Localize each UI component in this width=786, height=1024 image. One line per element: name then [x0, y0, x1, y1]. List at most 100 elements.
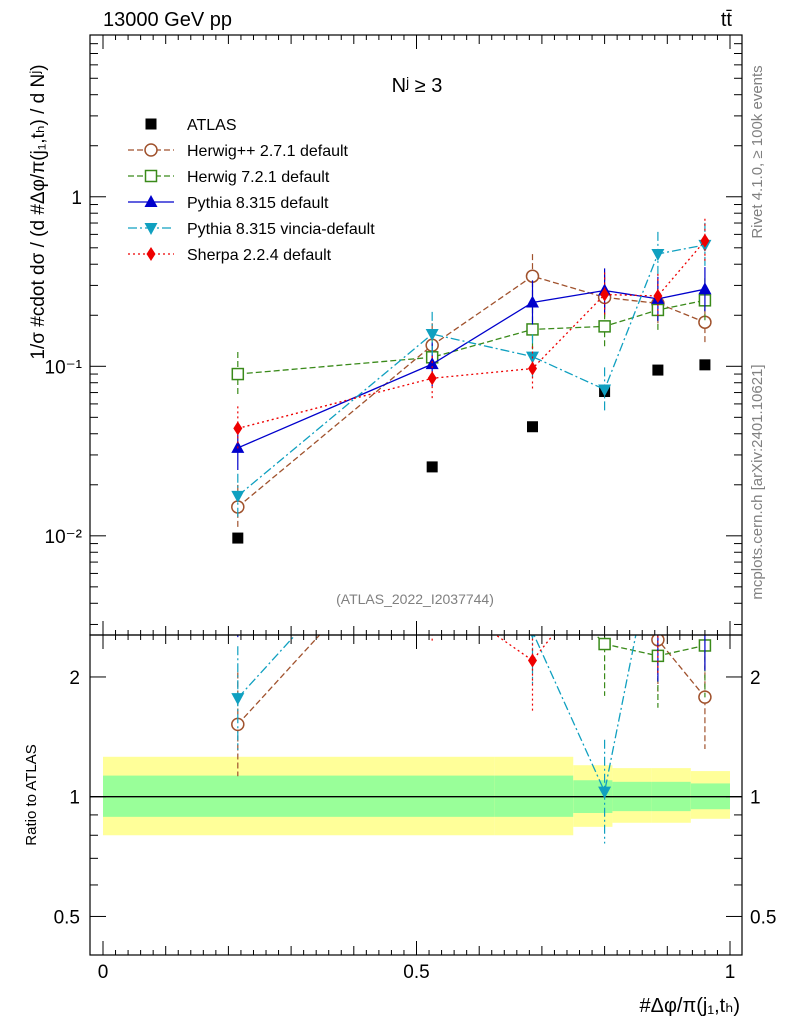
y-tick-label-right: 1	[750, 788, 761, 809]
x-axis-title: #Δφ/π(j₁,tₕ)	[639, 995, 740, 1017]
data-point-atlas	[526, 421, 538, 433]
series-line-sherpa	[237, 240, 706, 430]
y-tick-label-right: 0.5	[750, 907, 776, 928]
data-point-sherpa	[527, 361, 537, 376]
data-point-atlas	[699, 359, 711, 371]
main-tick-labels: 10⁻² 10⁻¹ 1	[45, 188, 83, 548]
legend-item-vincia: Pythia 8.315 vincia-default	[128, 221, 375, 238]
ratio-point-sherpa	[527, 653, 537, 668]
ratio-point-pythia	[651, 623, 664, 635]
legend-item-herwigpp: Herwig++ 2.7.1 default	[128, 143, 349, 160]
y-tick-label-right: 2	[750, 668, 761, 689]
ratio-point-pythia	[598, 553, 611, 565]
legend-label: Herwig++ 2.7.1 default	[187, 143, 349, 160]
ratio-point-herwigpp	[426, 506, 438, 518]
data-point-vincia	[231, 490, 245, 503]
data-point-vincia	[425, 329, 439, 342]
series-sherpa	[233, 218, 710, 451]
legend-item-sherpa: Sherpa 2.2.4 default	[128, 247, 332, 264]
data-point-sherpa	[700, 233, 710, 248]
series-line-pythia	[237, 288, 706, 449]
legend-marker	[144, 169, 158, 183]
y-tick-label: 1	[69, 788, 80, 809]
legend-marker	[144, 143, 158, 157]
data-point-atlas	[652, 364, 664, 376]
legend-item-atlas: ATLAS	[145, 117, 237, 134]
ratio-series-sherpa	[431, 498, 709, 713]
ratio-line-pythia	[238, 505, 705, 629]
ratio-frame	[89, 634, 743, 956]
ratio-y-axis-title: Ratio to ATLAS	[23, 744, 40, 845]
series-line-herwig7	[237, 299, 706, 375]
data-point-sherpa	[600, 287, 610, 302]
main-panel: 10⁻² 10⁻¹ 1	[45, 34, 743, 636]
main-series	[231, 218, 712, 544]
ratio-point-pythia	[526, 498, 539, 510]
data-point-herwig7	[231, 367, 245, 381]
ratio-series-pythia	[231, 498, 711, 682]
series-line-vincia	[237, 244, 706, 497]
y-tick-label: 0.5	[54, 907, 80, 928]
ratio-point-herwig7	[598, 637, 611, 651]
ratio-point-vincia	[698, 510, 711, 522]
rivet-label: Rivet 4.1.0, ≥ 100k events	[749, 65, 766, 238]
legend-label: ATLAS	[187, 117, 237, 134]
ratio-point-vincia	[231, 693, 245, 706]
y-tick-label: 2	[69, 668, 80, 689]
ratio-point-pythia	[231, 578, 244, 590]
x-tick-label: 0	[98, 962, 109, 983]
data-point-sherpa	[233, 421, 243, 436]
legend: ATLAS Herwig++ 2.7.1 default Herwig 7.2.1 …	[128, 117, 375, 264]
ratio-tick-labels: 0.5 0.5 1 1 2 2 0 0.5 1	[54, 668, 777, 983]
y-tick-label: 10⁻¹	[45, 357, 83, 378]
ratio-point-sherpa	[653, 616, 662, 630]
ratio-panel: 0.5 0.5 1 1 2 2 0 0.5 1	[54, 438, 777, 983]
legend-marker	[144, 223, 158, 235]
process-label: tt̄	[721, 9, 733, 31]
ratio-series-herwigpp	[231, 438, 712, 777]
ratio-line-herwigpp	[237, 635, 706, 725]
energy-label: 13000 GeV pp	[103, 9, 232, 31]
series-line-herwigpp	[237, 275, 706, 508]
x-tick-label: 1	[725, 962, 736, 983]
ratio-series-herwig7	[427, 535, 712, 708]
ratio-point-vincia	[651, 519, 664, 531]
analysis-tag: (ATLAS_2022_I2037744)	[336, 591, 494, 607]
main-y-axis-title: 1/σ #cdot dσ / (d #Δφ/π(j₁,tₕ) / d Nʲ)	[28, 64, 49, 359]
legend-marker	[146, 247, 156, 261]
ratio-series	[231, 438, 712, 844]
data-point-pythia	[698, 282, 712, 295]
selection-label: Nʲ ≥ 3	[392, 75, 443, 97]
legend-item-herwig7: Herwig 7.2.1 default	[128, 169, 330, 186]
data-point-herwig7	[598, 320, 611, 333]
ratio-point-vincia	[530, 635, 535, 639]
y-tick-label: 1	[71, 188, 82, 209]
y-tick-label: 10⁻²	[45, 527, 83, 548]
data-point-sherpa	[653, 288, 663, 303]
legend-label: Herwig 7.2.1 default	[187, 169, 330, 186]
data-point-vincia	[651, 248, 665, 261]
ratio-point-pythia	[698, 612, 711, 624]
ratio-point-sherpa	[600, 564, 609, 578]
ratio-band	[90, 756, 742, 836]
data-point-vincia	[598, 384, 612, 397]
data-point-atlas	[232, 532, 244, 544]
ratio-line-vincia	[237, 635, 637, 794]
data-point-atlas	[426, 461, 438, 473]
mcplots-label: mcplots.cern.ch [arXiv:2401.10621]	[749, 364, 766, 599]
main-ticks	[90, 34, 742, 635]
ratio-point-sherpa	[700, 498, 709, 512]
data-point-pythia	[525, 295, 539, 308]
legend-marker	[145, 118, 157, 130]
series-vincia	[231, 222, 712, 518]
ratio-point-vincia	[598, 786, 612, 799]
legend-marker	[144, 195, 158, 207]
legend-label: Sherpa 2.2.4 default	[187, 247, 332, 264]
ratio-point-pythia	[426, 550, 439, 562]
legend-label: Pythia 8.315 vincia-default	[187, 221, 375, 238]
ratio-point-herwig7	[527, 563, 538, 574]
x-tick-label: 0.5	[403, 962, 429, 983]
data-point-sherpa	[427, 371, 437, 386]
ratio-point-herwig7	[427, 535, 438, 546]
ratio-point-herwigpp	[526, 438, 538, 450]
